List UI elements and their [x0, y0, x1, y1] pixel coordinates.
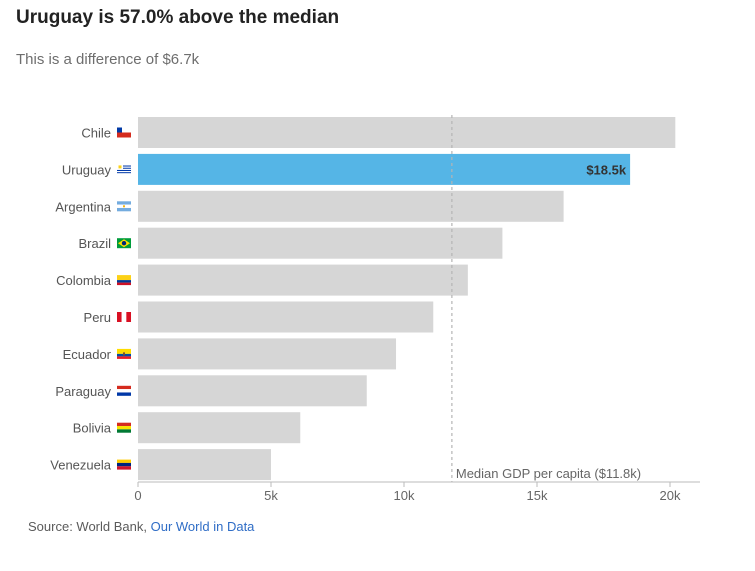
value-label-uruguay: $18.5k — [586, 162, 627, 177]
x-tick-label: 20k — [660, 488, 681, 503]
argentina-flag-icon — [117, 201, 131, 212]
category-label-uruguay: Uruguay — [62, 162, 112, 177]
bar-ecuador — [138, 338, 397, 370]
category-label-brazil: Brazil — [78, 236, 111, 251]
bar-chile — [138, 117, 676, 148]
category-label-chile: Chile — [81, 126, 111, 141]
bar-colombia — [138, 264, 468, 296]
ecuador-flag-icon — [117, 348, 131, 359]
uruguay-flag-icon — [117, 164, 131, 175]
bar-venezuela — [138, 449, 271, 481]
x-tick-label: 5k — [264, 488, 278, 503]
colombia-flag-icon — [117, 275, 131, 286]
bar-bolivia — [138, 412, 301, 444]
category-label-colombia: Colombia — [56, 273, 112, 288]
category-label-peru: Peru — [84, 310, 111, 325]
chart-subtitle: This is a difference of $6.7k — [16, 51, 200, 68]
owid-link[interactable]: Our World in Data — [150, 519, 255, 534]
category-label-venezuela: Venezuela — [50, 458, 111, 473]
category-label-paraguay: Paraguay — [55, 384, 111, 399]
chile-flag-icon — [117, 127, 131, 138]
median-label: Median GDP per capita ($11.8k) — [456, 466, 641, 481]
x-tick-label: 10k — [394, 488, 415, 503]
x-tick-label: 15k — [527, 488, 548, 503]
source-text: Source: World Bank, — [28, 519, 147, 534]
peru-flag-icon — [117, 312, 132, 322]
chart-title: Uruguay is 57.0% above the median — [16, 7, 340, 28]
bolivia-flag-icon — [117, 422, 131, 433]
category-label-argentina: Argentina — [55, 199, 111, 214]
bar-peru — [138, 301, 434, 333]
bar-argentina — [138, 190, 564, 222]
bar-uruguay — [138, 153, 631, 185]
category-label-bolivia: Bolivia — [73, 421, 112, 436]
source-note: Source: World Bank, Our World in Data — [28, 519, 254, 534]
bar-paraguay — [138, 375, 367, 407]
brazil-flag-icon — [117, 238, 131, 249]
x-tick-label: 0 — [134, 488, 141, 503]
category-label-ecuador: Ecuador — [63, 347, 112, 362]
bar-brazil — [138, 227, 503, 259]
venezuela-flag-icon — [117, 459, 131, 470]
paraguay-flag-icon — [117, 385, 131, 396]
